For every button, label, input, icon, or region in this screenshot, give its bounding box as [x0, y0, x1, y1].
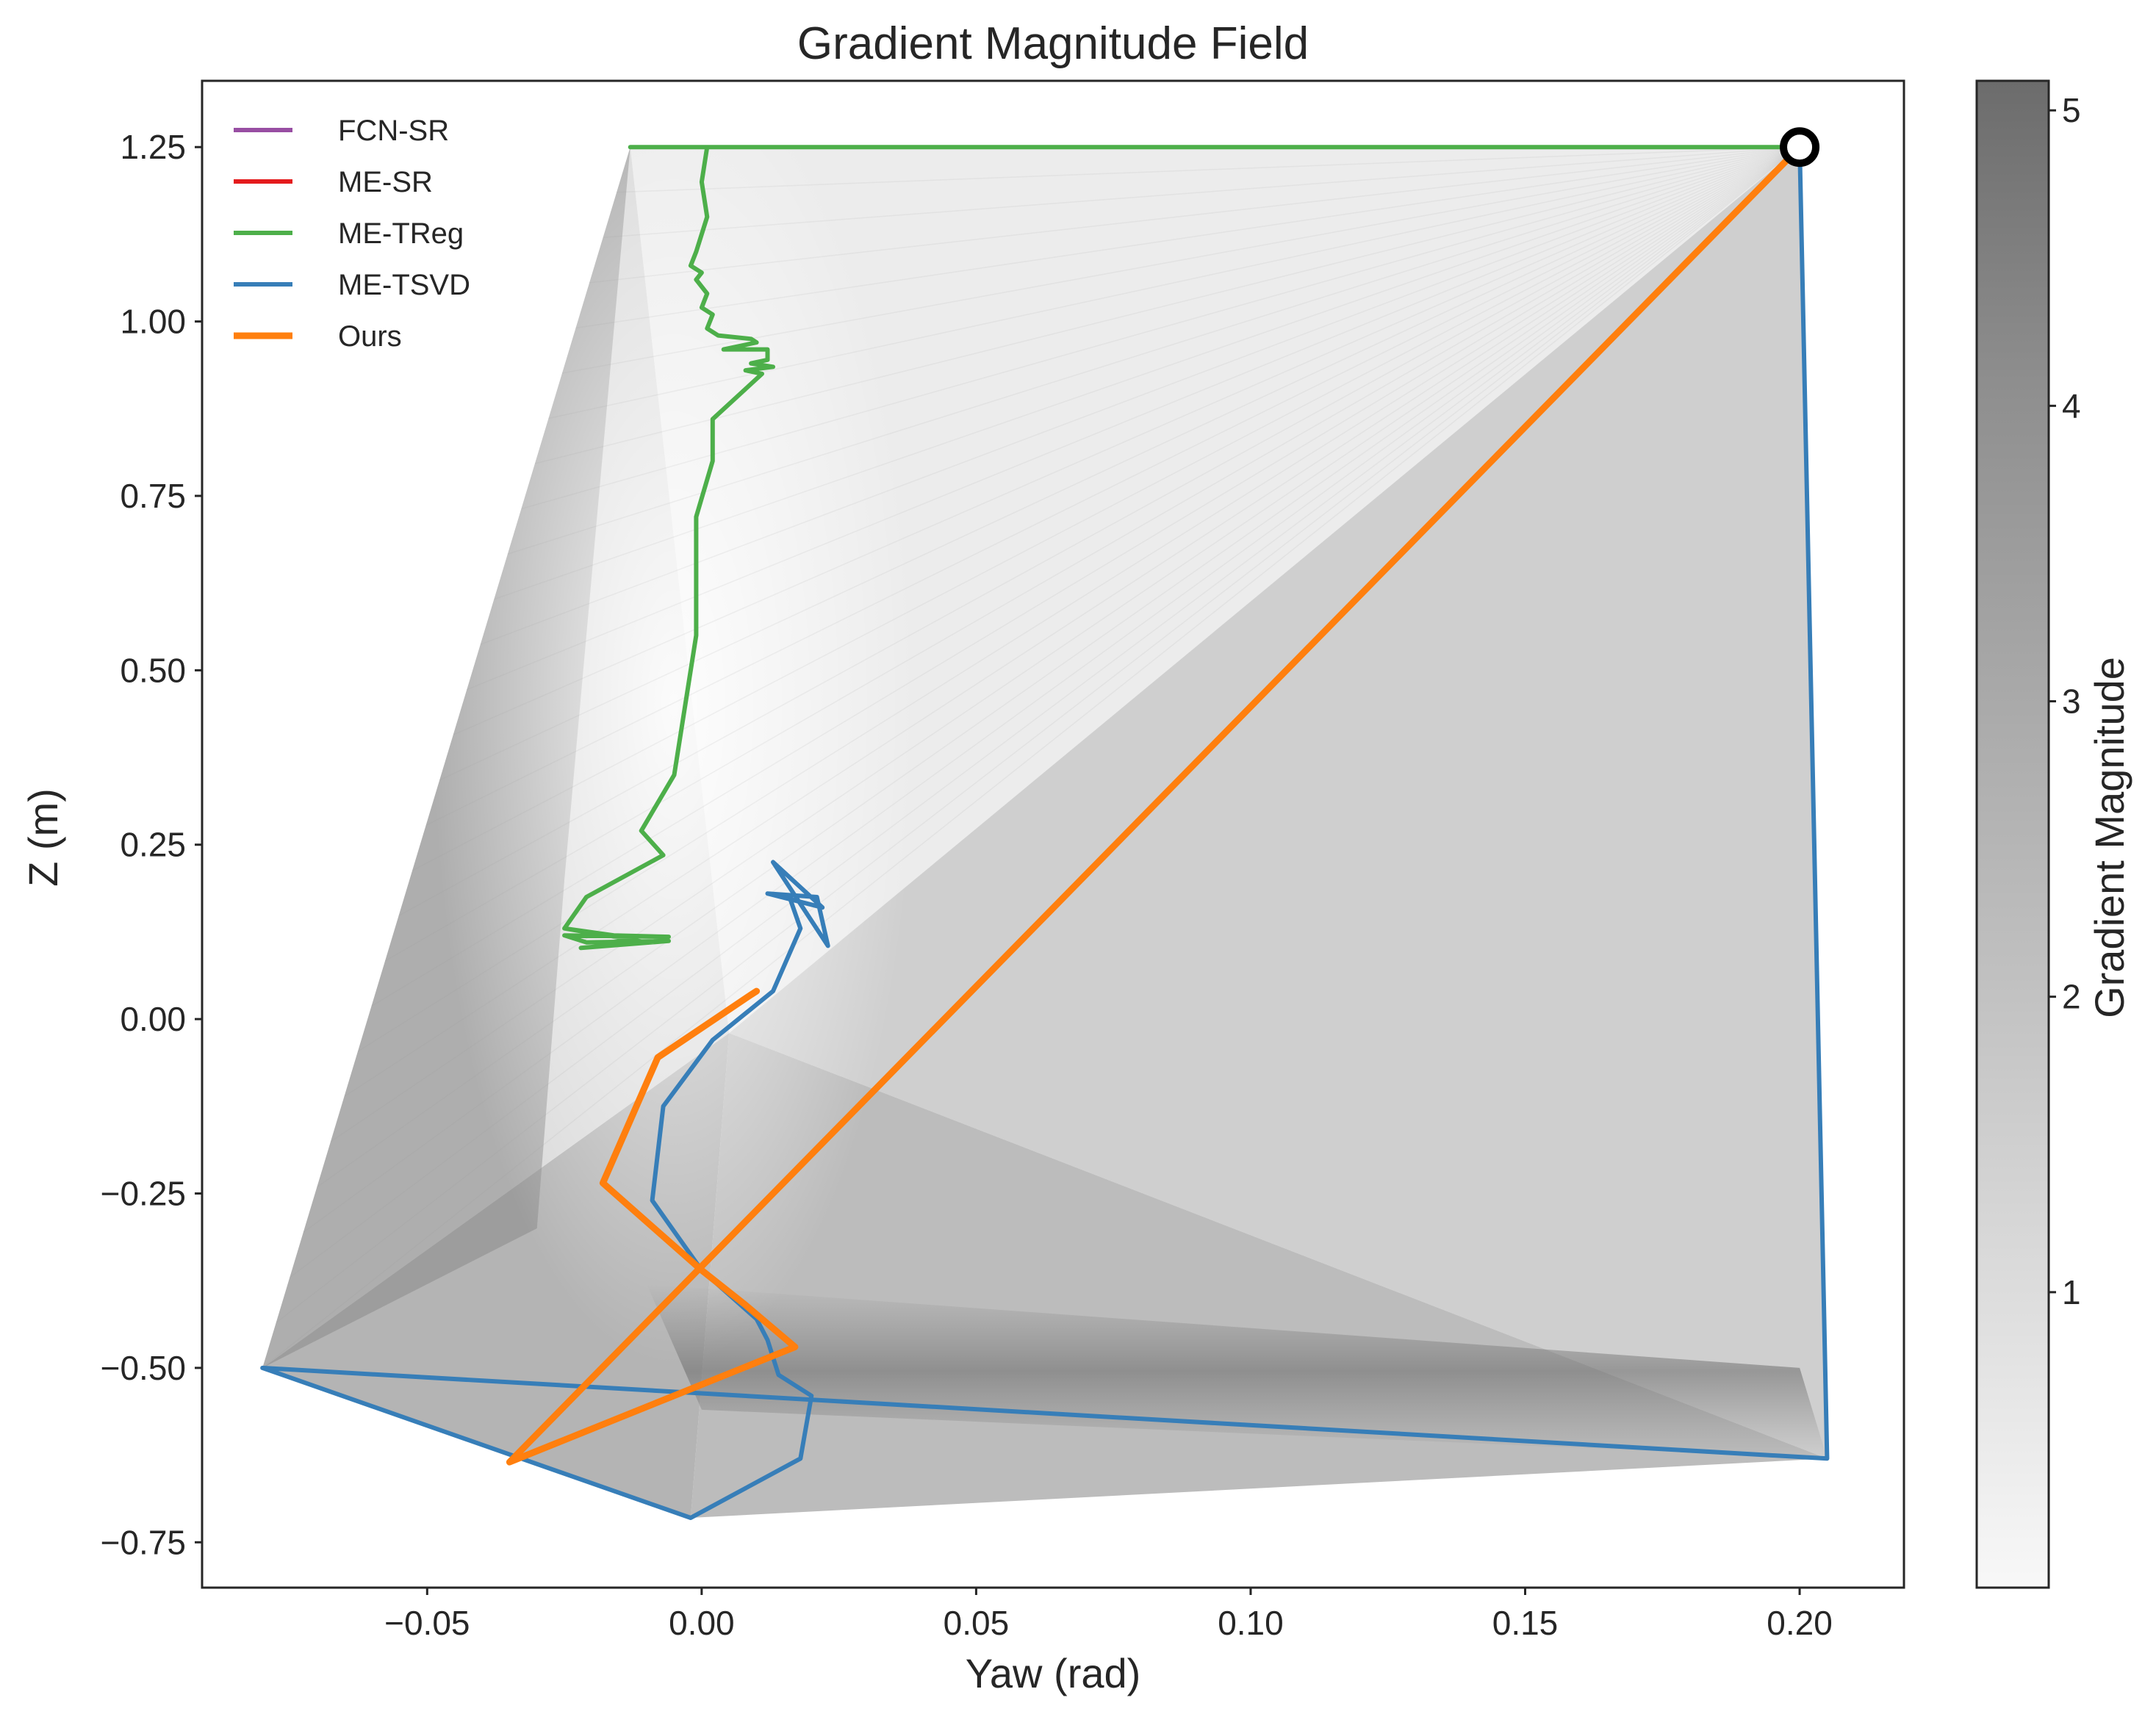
- x-axis-label: Yaw (rad): [966, 1650, 1141, 1696]
- legend-label: ME-TSVD: [338, 269, 470, 301]
- field-fan-line: [617, 146, 1800, 193]
- field-fan-line: [589, 146, 1800, 284]
- field-fan-line: [534, 146, 1800, 464]
- x-tick-label: 0.15: [1492, 1604, 1559, 1642]
- x-tick-label: 0.10: [1218, 1604, 1284, 1642]
- field-right: [729, 147, 1828, 1459]
- field-fan-line: [466, 146, 1800, 691]
- chart-title: Gradient Magnitude Field: [797, 18, 1309, 69]
- series-line-ours: [506, 143, 1803, 1466]
- y-tick-label: −0.50: [101, 1349, 186, 1387]
- y-tick-label: 0.25: [120, 826, 186, 864]
- x-tick-label: 0.20: [1767, 1604, 1833, 1642]
- field-fan-line: [507, 146, 1800, 555]
- series-layer: [260, 143, 1830, 1520]
- plot-frame: [201, 79, 1905, 1589]
- field-fan-line: [371, 146, 1800, 1007]
- field-fan-line: [412, 146, 1800, 871]
- y-axis-label: Z (m): [20, 788, 66, 887]
- x-tick-label: 0.00: [669, 1604, 735, 1642]
- colorbar-label: Gradient Magnitude: [2086, 657, 2132, 1018]
- y-tick-label: −0.25: [101, 1175, 186, 1213]
- field-fan-line: [453, 146, 1800, 735]
- colorbar-tick-label: 4: [2062, 386, 2081, 425]
- field-fan-line: [603, 146, 1800, 239]
- field-fan-line: [289, 146, 1800, 1278]
- x-axis: −0.05 0.00 0.05 0.10 0.15 0.20: [384, 1588, 1833, 1642]
- y-tick-label: 0.00: [120, 1000, 186, 1038]
- x-tick-label: 0.05: [944, 1604, 1010, 1642]
- field-fan-line: [439, 146, 1800, 781]
- series-line-me-treg: [562, 145, 1803, 951]
- gradient-field: [262, 81, 1828, 1518]
- colorbar-tick-label: 1: [2062, 1273, 2081, 1311]
- field-dark-band: [647, 1284, 1828, 1459]
- field-fan-line: [521, 146, 1800, 510]
- y-tick-label: 1.25: [120, 128, 186, 166]
- colorbar-tick-label: 5: [2062, 91, 2081, 129]
- field-fan-line: [357, 146, 1800, 1052]
- y-tick-label: −0.75: [101, 1523, 186, 1561]
- field-fan-line: [276, 146, 1800, 1323]
- field-fan-line: [398, 146, 1800, 917]
- legend-label: Ours: [338, 320, 402, 353]
- colorbar: [1975, 79, 2050, 1589]
- start-marker: [1780, 127, 1820, 168]
- field-fan-line: [384, 146, 1800, 962]
- colorbar-tick-label: 3: [2062, 683, 2081, 721]
- field-fan-line: [575, 146, 1800, 329]
- series-line-me-tsvd: [260, 145, 1830, 1520]
- field-fan-line: [262, 146, 1800, 1369]
- field-fan-line: [316, 146, 1800, 1188]
- y-axis: 1.25 1.00 0.75 0.50 0.25 0.00 −0.25 −0.50 −0.75: [101, 128, 202, 1561]
- y-tick-label: 0.75: [120, 477, 186, 515]
- legend-label: ME-TReg: [338, 217, 464, 250]
- legend-label: FCN-SR: [338, 115, 449, 147]
- field-fan-line: [425, 146, 1800, 827]
- colorbar-ticks: 1 2 3 4 5: [2049, 91, 2081, 1311]
- y-tick-label: 1.00: [120, 303, 186, 341]
- field-fan-line: [494, 146, 1800, 600]
- field-fan-line: [303, 146, 1800, 1233]
- field-fan-line: [344, 146, 1800, 1098]
- marker-layer: [1780, 127, 1820, 168]
- legend-label: ME-SR: [338, 166, 433, 198]
- field-top: [630, 147, 1800, 1034]
- field-fan-line: [330, 146, 1800, 1142]
- y-tick-label: 0.50: [120, 651, 186, 689]
- colorbar-tick-label: 2: [2062, 978, 2081, 1016]
- field-fan-line: [561, 146, 1800, 374]
- legend: FCN-SR ME-SR ME-TReg ME-TSVD Ours: [234, 115, 470, 353]
- field-fan-line: [480, 146, 1800, 645]
- field-glow: [431, 81, 917, 1366]
- x-tick-label: −0.05: [384, 1604, 470, 1642]
